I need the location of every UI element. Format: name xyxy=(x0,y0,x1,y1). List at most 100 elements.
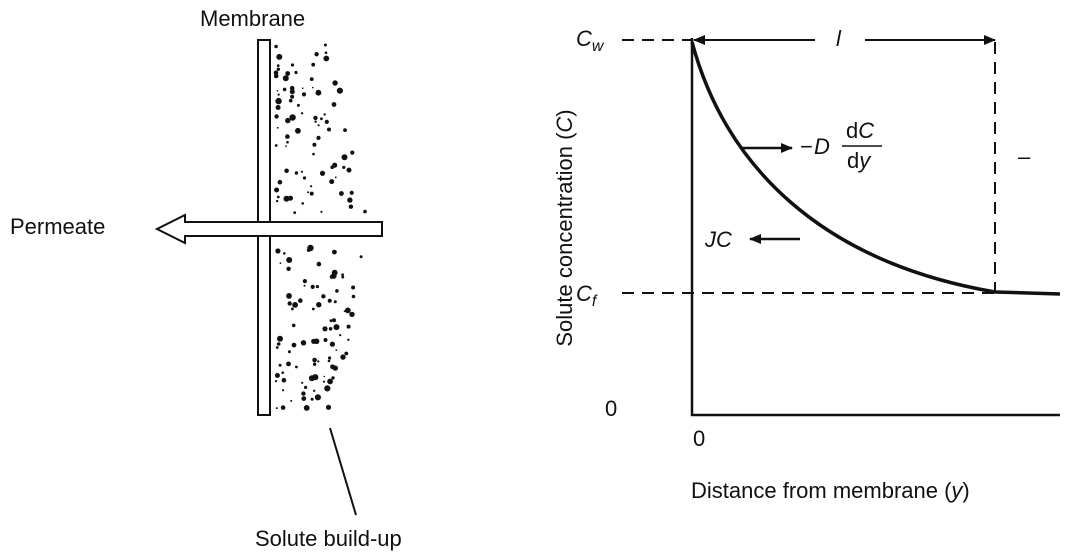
solute-dot xyxy=(347,197,353,203)
solute-dot xyxy=(313,115,318,121)
solute-dot xyxy=(291,342,297,348)
solute-dot xyxy=(301,396,307,401)
solute-dot xyxy=(346,167,352,173)
solute-dot xyxy=(301,202,305,205)
solute-dot xyxy=(316,261,322,267)
solute-dot xyxy=(276,195,280,199)
solute-dot xyxy=(291,307,294,311)
solute-dot xyxy=(349,311,355,318)
solute-dot xyxy=(324,51,328,54)
solute-dot xyxy=(313,389,316,392)
solute-dot xyxy=(294,70,298,75)
solute-dot xyxy=(287,301,292,306)
solute-dot xyxy=(296,103,300,107)
solute-dot xyxy=(322,326,328,332)
solute-dot xyxy=(310,185,313,188)
solute-dot xyxy=(332,318,336,323)
solute-dot xyxy=(301,92,307,97)
solute-dot xyxy=(351,285,356,290)
solute-dot xyxy=(282,75,289,82)
solute-dot xyxy=(317,360,320,363)
solute-dot xyxy=(347,338,350,341)
solute-dot xyxy=(333,300,337,304)
solute-dot xyxy=(341,275,345,279)
solute-dot xyxy=(310,397,314,401)
solute-dot xyxy=(332,80,338,86)
solute-dot xyxy=(312,152,315,156)
solute-dot xyxy=(333,324,340,331)
solute-dot xyxy=(312,86,314,89)
solute-dot xyxy=(290,63,295,67)
solute-dot xyxy=(300,340,307,346)
solute-dot xyxy=(336,87,343,94)
solute-dot xyxy=(276,90,279,92)
solute-dot xyxy=(289,89,295,95)
solute-dot xyxy=(283,252,286,255)
solute-dot xyxy=(330,364,335,370)
solute-dot xyxy=(323,43,327,47)
solute-dot xyxy=(290,94,295,99)
solute-dot xyxy=(327,298,332,303)
solute-dot xyxy=(285,145,287,148)
solute-dot xyxy=(323,55,330,62)
buildup-label: Solute build-up xyxy=(255,526,402,551)
solute-dot xyxy=(312,374,319,381)
permeate-arrow xyxy=(154,213,383,245)
cf-label: Cf xyxy=(576,281,598,310)
solute-dot xyxy=(317,124,320,127)
solute-dot xyxy=(277,179,283,185)
solute-dot xyxy=(274,187,280,193)
solute-dot xyxy=(331,102,337,107)
solute-dot xyxy=(363,209,367,214)
solute-dot xyxy=(286,266,291,271)
solute-dot xyxy=(320,117,323,121)
solute-dot xyxy=(339,191,344,196)
y-origin: 0 xyxy=(605,396,617,421)
flux-num: dC xyxy=(846,118,874,143)
solute-dot xyxy=(320,210,323,213)
solute-dot xyxy=(329,341,335,347)
solute-dot xyxy=(343,128,347,133)
solute-dot xyxy=(330,165,335,170)
solute-dot xyxy=(288,195,293,201)
solute-dot xyxy=(291,323,296,328)
solute-dot xyxy=(285,71,291,76)
solute-dot xyxy=(286,257,293,263)
solute-dot xyxy=(350,150,355,155)
solute-dot xyxy=(286,361,291,367)
membrane-label: Membrane xyxy=(200,6,305,31)
solute-dot xyxy=(276,126,279,129)
solute-dot xyxy=(283,195,290,202)
solute-dot xyxy=(301,391,306,396)
solute-dot xyxy=(328,327,333,331)
solute-dot xyxy=(323,338,328,342)
solute-dot xyxy=(327,378,333,385)
solute-dot xyxy=(309,191,314,196)
solute-dot xyxy=(276,342,281,346)
solute-dot xyxy=(274,144,278,147)
solute-dot xyxy=(324,385,331,392)
solute-dot xyxy=(274,380,278,383)
flux-den: dy xyxy=(847,148,872,173)
solute-dot xyxy=(349,190,354,195)
solute-dot xyxy=(281,371,285,375)
solute-dot xyxy=(286,140,289,144)
solute-dot xyxy=(314,394,321,401)
solute-dot xyxy=(334,176,337,179)
cw-label: Cw xyxy=(576,26,605,55)
solute-dot xyxy=(300,112,304,115)
solute-dot xyxy=(339,334,342,337)
convective-label: JC xyxy=(704,227,732,252)
solute-dot xyxy=(288,98,293,103)
solute-dot xyxy=(315,285,319,289)
solute-dot xyxy=(323,113,326,116)
solute-dot xyxy=(275,407,278,410)
solute-dot xyxy=(332,249,337,255)
solute-dot xyxy=(324,119,329,124)
solute-dot xyxy=(280,405,286,410)
solute-dot xyxy=(274,44,278,49)
solute-dot xyxy=(284,168,289,174)
x-axis-label: Distance from membrane (y) xyxy=(691,478,970,503)
solute-dot xyxy=(341,154,348,161)
solute-dot xyxy=(323,375,326,378)
